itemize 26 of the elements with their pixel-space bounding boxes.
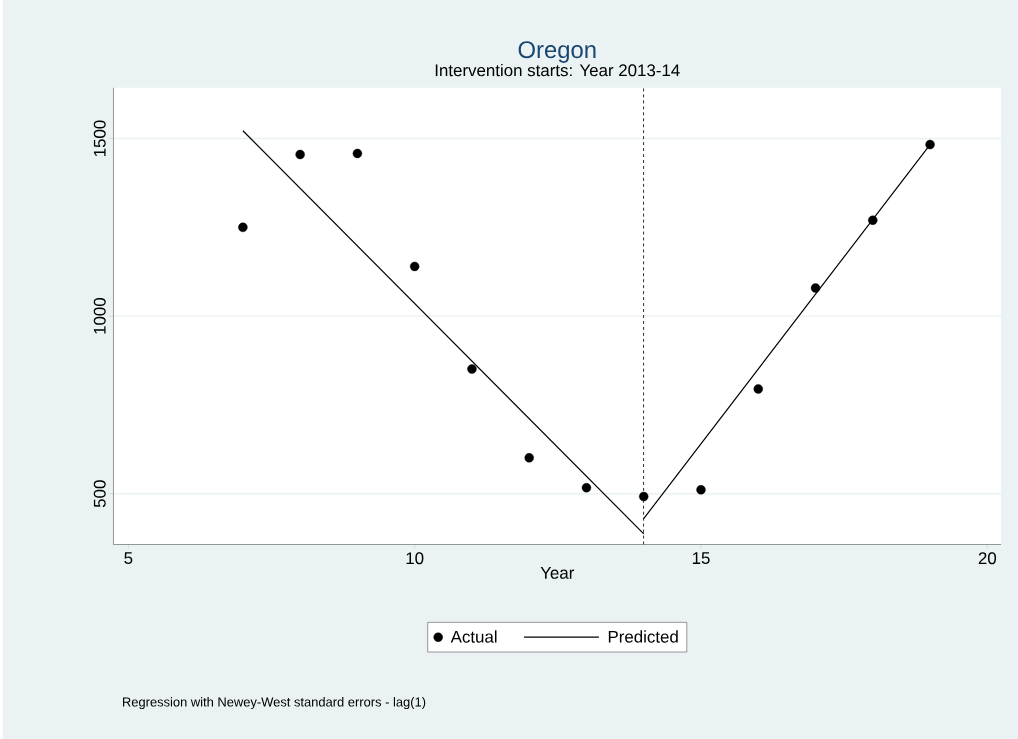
point xyxy=(696,485,706,495)
x-tick-label: 10 xyxy=(406,552,424,565)
point xyxy=(352,148,363,159)
point xyxy=(753,384,763,394)
point xyxy=(238,222,248,233)
chart-title: Oregon xyxy=(518,41,596,63)
point xyxy=(868,215,878,225)
point xyxy=(295,149,305,160)
y-tick-label: 1000 xyxy=(93,298,106,334)
point xyxy=(810,283,821,293)
y-tick-label: 500 xyxy=(93,480,106,508)
y-tick-label: 1500 xyxy=(93,120,106,157)
x-tick-label: 5 xyxy=(124,552,133,565)
x-tick-label: 20 xyxy=(978,552,997,565)
legend-label: Actual xyxy=(450,630,497,643)
chart-subtitle: Intervention starts: Year 2013-14 xyxy=(435,63,680,77)
point xyxy=(925,139,935,150)
point xyxy=(639,491,649,502)
x-axis-title: Year xyxy=(540,567,575,579)
point xyxy=(467,364,477,374)
legend-label: Predicted xyxy=(608,630,678,643)
point xyxy=(581,482,592,493)
text: Regression with Newey-West standard errors - lag(1) xyxy=(123,697,426,710)
point xyxy=(409,261,420,272)
point xyxy=(524,453,534,463)
x-tick-label: 15 xyxy=(692,552,710,565)
